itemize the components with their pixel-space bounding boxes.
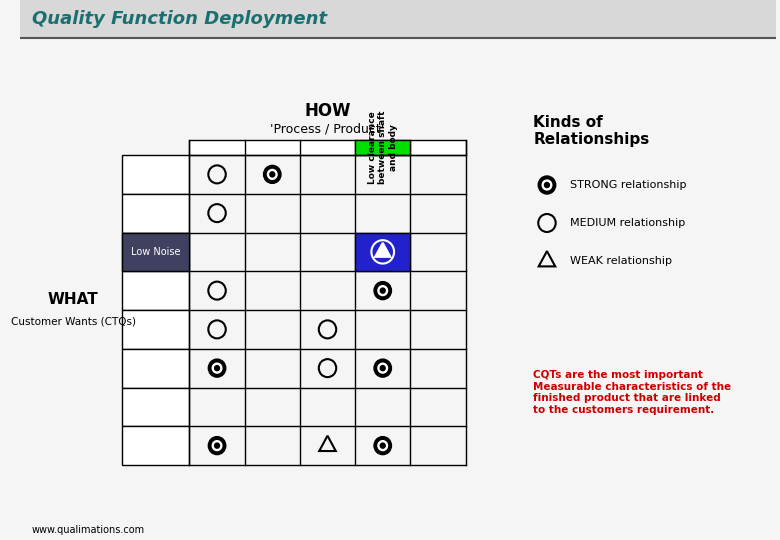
Text: Low clearance
between shaft
and body: Low clearance between shaft and body: [368, 111, 398, 184]
Circle shape: [212, 363, 222, 373]
Text: WEAK relationship: WEAK relationship: [570, 256, 672, 266]
Bar: [122, 233, 190, 271]
Bar: [122, 155, 190, 194]
Polygon shape: [375, 243, 390, 257]
Circle shape: [215, 443, 219, 448]
Text: CQTs are the most important
Measurable characteristics of the
finished product t: CQTs are the most important Measurable c…: [534, 370, 732, 415]
Circle shape: [538, 176, 555, 194]
Text: WHAT: WHAT: [48, 293, 98, 307]
Circle shape: [264, 165, 281, 184]
Bar: [122, 349, 190, 388]
Text: 'Process / Product': 'Process / Product': [271, 122, 385, 135]
Text: STRONG relationship: STRONG relationship: [570, 180, 686, 190]
Bar: [355, 233, 410, 271]
Bar: [20, 0, 775, 38]
Text: MEDIUM relationship: MEDIUM relationship: [570, 218, 686, 228]
Bar: [122, 310, 190, 349]
Circle shape: [374, 282, 392, 300]
Text: Customer Wants (CTQs): Customer Wants (CTQs): [11, 317, 136, 327]
Bar: [355, 140, 410, 155]
Circle shape: [381, 366, 385, 370]
Circle shape: [381, 443, 385, 448]
Bar: [122, 233, 190, 271]
Circle shape: [378, 286, 388, 295]
Circle shape: [270, 172, 275, 177]
Circle shape: [208, 437, 225, 455]
Bar: [122, 388, 190, 426]
Circle shape: [542, 180, 551, 190]
Circle shape: [378, 441, 388, 450]
Bar: [122, 194, 190, 233]
Circle shape: [208, 359, 225, 377]
Text: Kinds of
Relationships: Kinds of Relationships: [534, 115, 650, 147]
Circle shape: [374, 359, 392, 377]
Circle shape: [212, 441, 222, 450]
Bar: [190, 140, 466, 155]
Text: Low Noise: Low Noise: [131, 247, 180, 257]
Bar: [122, 271, 190, 310]
Circle shape: [378, 363, 388, 373]
Text: Quality Function Deployment: Quality Function Deployment: [31, 10, 327, 28]
Circle shape: [544, 183, 549, 187]
Circle shape: [215, 366, 219, 370]
Text: www.qualimations.com: www.qualimations.com: [31, 525, 144, 535]
Text: HOW: HOW: [304, 102, 351, 120]
Circle shape: [268, 170, 277, 179]
Circle shape: [381, 288, 385, 293]
Circle shape: [374, 437, 392, 455]
Bar: [122, 426, 190, 465]
